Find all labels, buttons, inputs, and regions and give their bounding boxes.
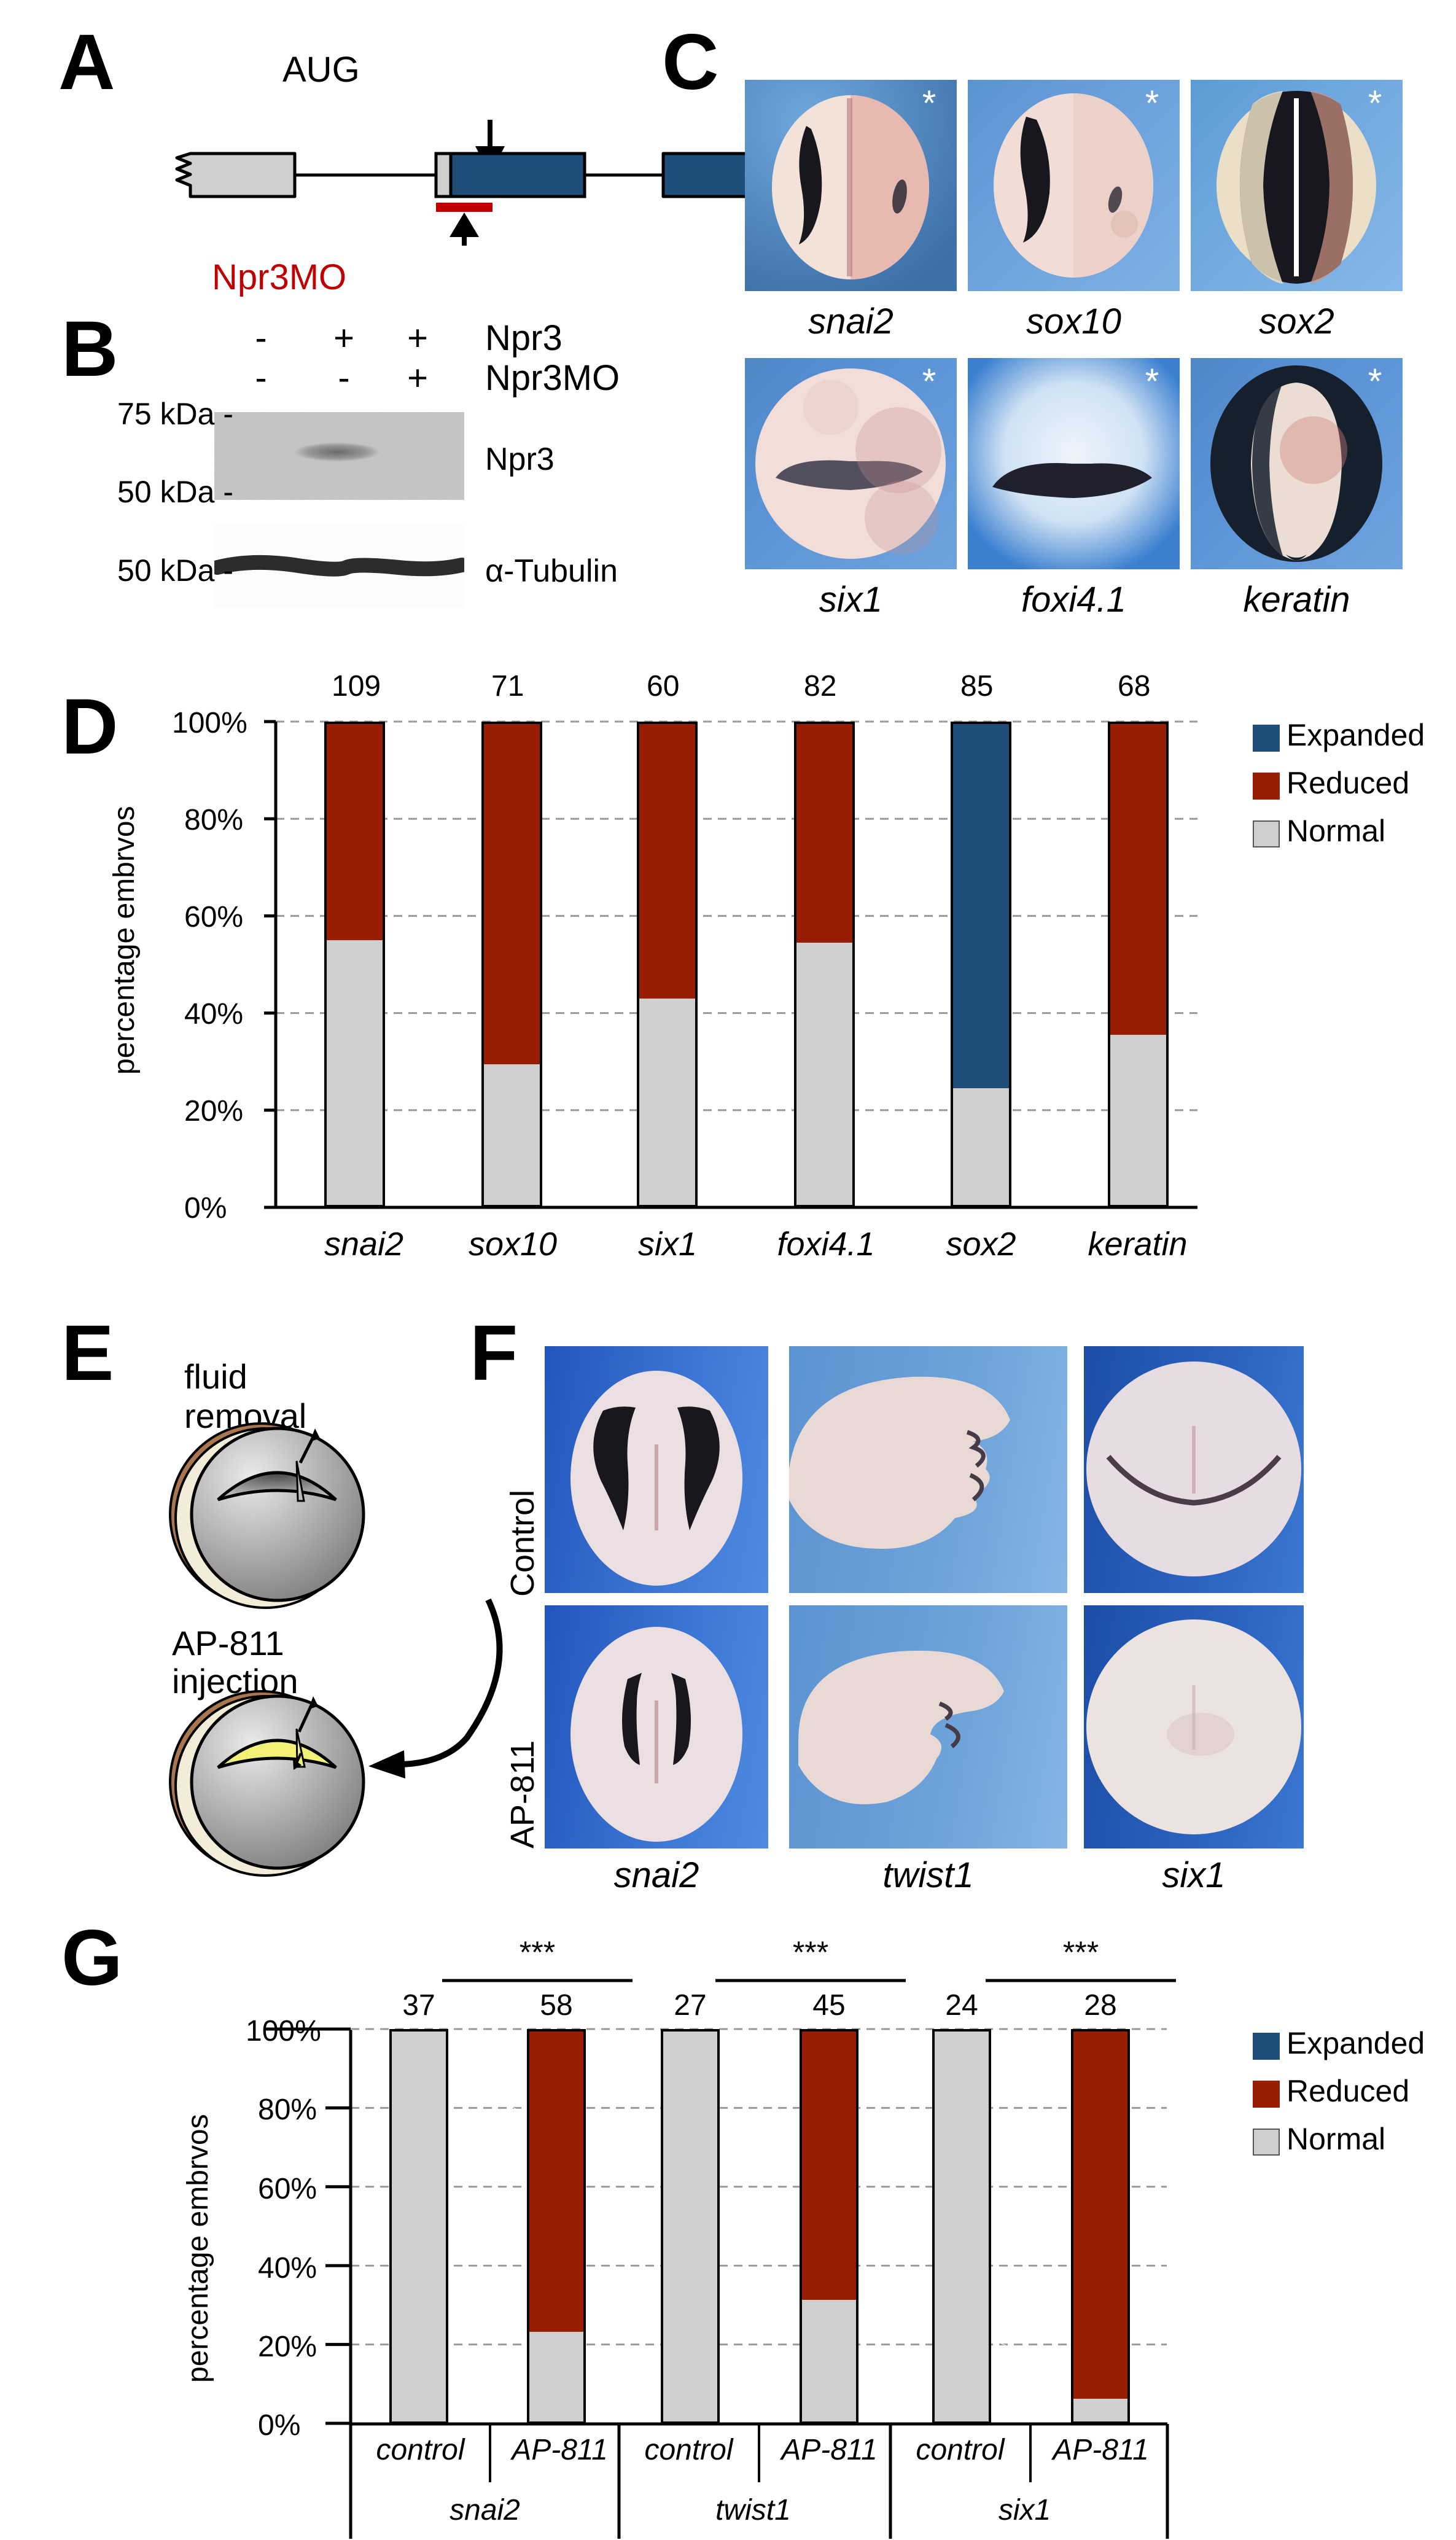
svg-text:+: + [407,318,428,358]
svg-text:*: * [1145,84,1159,123]
svg-text:Npr3: Npr3 [485,318,563,358]
svg-text:+: + [333,318,354,358]
svg-text:*: * [1368,84,1382,123]
svg-text:+: + [407,358,428,398]
svg-text:-: - [255,358,267,398]
svg-text:-: - [255,318,267,358]
svg-text:-: - [338,358,349,398]
svg-text:*: * [1145,362,1159,402]
svg-text:*: * [922,362,936,402]
svg-text:*: * [1368,362,1382,402]
svg-text:*: * [922,84,936,123]
svg-text:Npr3MO: Npr3MO [485,358,620,398]
